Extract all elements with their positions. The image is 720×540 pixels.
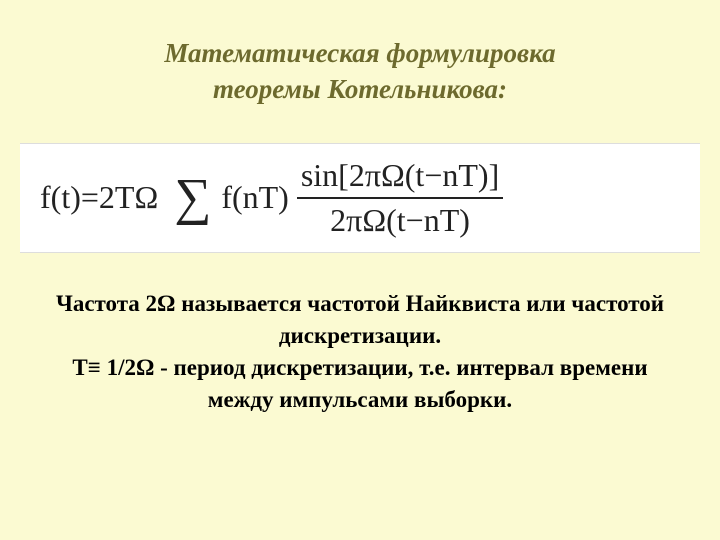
desc-line-1: Частота 2Ω называется частотой Найквиста…	[30, 288, 690, 320]
formula-container: f(t)=2TΩ ∑ f(nT) sin[2πΩ(t−nT)] 2πΩ(t−nT…	[20, 143, 700, 253]
fraction-denominator: 2πΩ(t−nT)	[326, 199, 474, 239]
formula-mid: f(nT)	[221, 179, 289, 216]
desc-line-3: T≡ 1/2Ω - период дискретизации, т.е. инт…	[30, 352, 690, 384]
fraction-numerator: sin[2πΩ(t−nT)]	[297, 156, 503, 198]
formula-fraction: sin[2πΩ(t−nT)] 2πΩ(t−nT)	[297, 156, 503, 239]
sigma-symbol: ∑	[174, 172, 211, 224]
title-block: Математическая формулировка теоремы Коте…	[0, 0, 720, 133]
description-block: Частота 2Ω называется частотой Найквиста…	[0, 278, 720, 427]
formula: f(t)=2TΩ ∑ f(nT) sin[2πΩ(t−nT)] 2πΩ(t−nT…	[40, 156, 503, 239]
formula-lhs: f(t)=2TΩ	[40, 179, 158, 216]
desc-line-4: между импульсами выборки.	[30, 384, 690, 416]
desc-line-2: дискретизации.	[30, 320, 690, 352]
title-line-2: теоремы Котельникова:	[0, 71, 720, 107]
title-line-1: Математическая формулировка	[0, 35, 720, 71]
